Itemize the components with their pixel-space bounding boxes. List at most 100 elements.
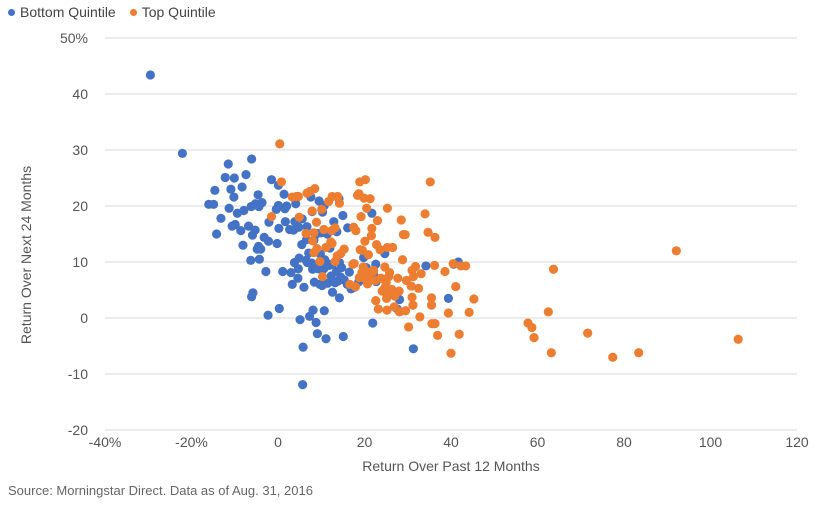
data-point (282, 201, 292, 211)
data-point (349, 259, 359, 269)
data-point (415, 312, 425, 322)
data-point (413, 283, 424, 293)
data-point (336, 263, 347, 273)
data-point (421, 261, 431, 271)
data-point (307, 206, 317, 216)
y-tick-label: -10 (68, 366, 88, 382)
data-point (396, 215, 406, 225)
data-point (275, 139, 285, 149)
data-point (272, 238, 282, 249)
x-tick-label: 60 (530, 434, 546, 450)
data-point (407, 292, 417, 302)
gridlines (105, 37, 797, 431)
data-point (210, 185, 220, 195)
x-tick-label: 80 (616, 434, 632, 450)
data-point (248, 288, 258, 298)
data-point (317, 271, 328, 282)
data-point (375, 245, 385, 255)
data-point (216, 213, 226, 223)
data-point (254, 254, 265, 264)
data-point (423, 227, 433, 237)
data-point (317, 204, 327, 214)
x-tick-label: 0 (274, 434, 282, 450)
data-point (309, 228, 319, 238)
data-point (608, 352, 618, 362)
data-point (440, 266, 450, 277)
data-point (286, 268, 296, 278)
data-point (253, 190, 263, 200)
data-point (367, 223, 377, 233)
data-point (323, 278, 333, 288)
legend-label-top-quintile: Top Quintile (141, 4, 216, 20)
data-point (443, 308, 454, 318)
legend-marker-bottom-quintile (8, 8, 15, 16)
data-point (371, 296, 381, 306)
data-point (350, 282, 361, 292)
data-point (446, 348, 456, 358)
data-point (360, 236, 370, 246)
data-point (294, 222, 304, 232)
legend-item-bottom-quintile: Bottom Quintile (8, 4, 116, 20)
data-point (733, 334, 743, 344)
data-point (327, 238, 337, 249)
data-point (372, 215, 383, 226)
x-axis-title: Return Over Past 12 Months (362, 458, 539, 474)
data-point (366, 231, 377, 241)
data-point (256, 244, 266, 254)
data-point (319, 224, 329, 235)
data-point (280, 217, 290, 227)
data-point (308, 305, 318, 315)
data-point (425, 177, 435, 187)
data-point (294, 253, 304, 263)
data-point (241, 170, 251, 180)
data-point (220, 172, 230, 183)
data-point (362, 203, 372, 213)
data-point (266, 175, 277, 185)
data-point (360, 175, 370, 185)
data-point (278, 266, 288, 277)
data-point (429, 260, 440, 270)
data-point (420, 209, 430, 219)
y-axis-tick-labels: 50% 40 30 20 10 0 -10 -20 (60, 30, 88, 438)
data-point (334, 198, 345, 208)
data-point (363, 250, 373, 260)
data-point (261, 266, 271, 277)
data-point (330, 223, 340, 233)
x-axis-tick-labels: -40% -20% 0 20 40 60 80 100 120 (89, 434, 809, 450)
data-point (344, 267, 354, 277)
data-point (311, 317, 321, 328)
data-point (469, 294, 479, 304)
data-point (299, 282, 309, 292)
data-point (334, 293, 345, 303)
data-point (527, 322, 537, 333)
data-point (384, 268, 395, 278)
series-1 (266, 139, 743, 362)
data-point (238, 240, 248, 250)
data-point (239, 205, 249, 216)
data-point (454, 329, 464, 339)
data-point (671, 246, 681, 256)
data-point (229, 192, 239, 202)
data-point (250, 225, 260, 235)
data-point (319, 306, 329, 316)
data-point (298, 342, 308, 352)
data-point (410, 261, 421, 272)
data-point (394, 286, 404, 296)
data-point (406, 281, 416, 291)
data-point (356, 212, 366, 222)
data-point (430, 319, 440, 329)
data-point (247, 154, 257, 164)
data-point (257, 198, 267, 208)
legend-item-top-quintile: Top Quintile (129, 4, 216, 20)
data-points (145, 70, 743, 390)
y-tick-label: 20 (72, 198, 88, 214)
data-point (230, 219, 240, 230)
data-point (382, 305, 392, 315)
data-point (208, 199, 219, 209)
data-point (223, 159, 233, 169)
data-point (177, 148, 188, 158)
data-point (211, 229, 222, 239)
x-tick-label: 100 (699, 434, 723, 450)
data-point (236, 226, 246, 236)
data-point (382, 203, 393, 213)
